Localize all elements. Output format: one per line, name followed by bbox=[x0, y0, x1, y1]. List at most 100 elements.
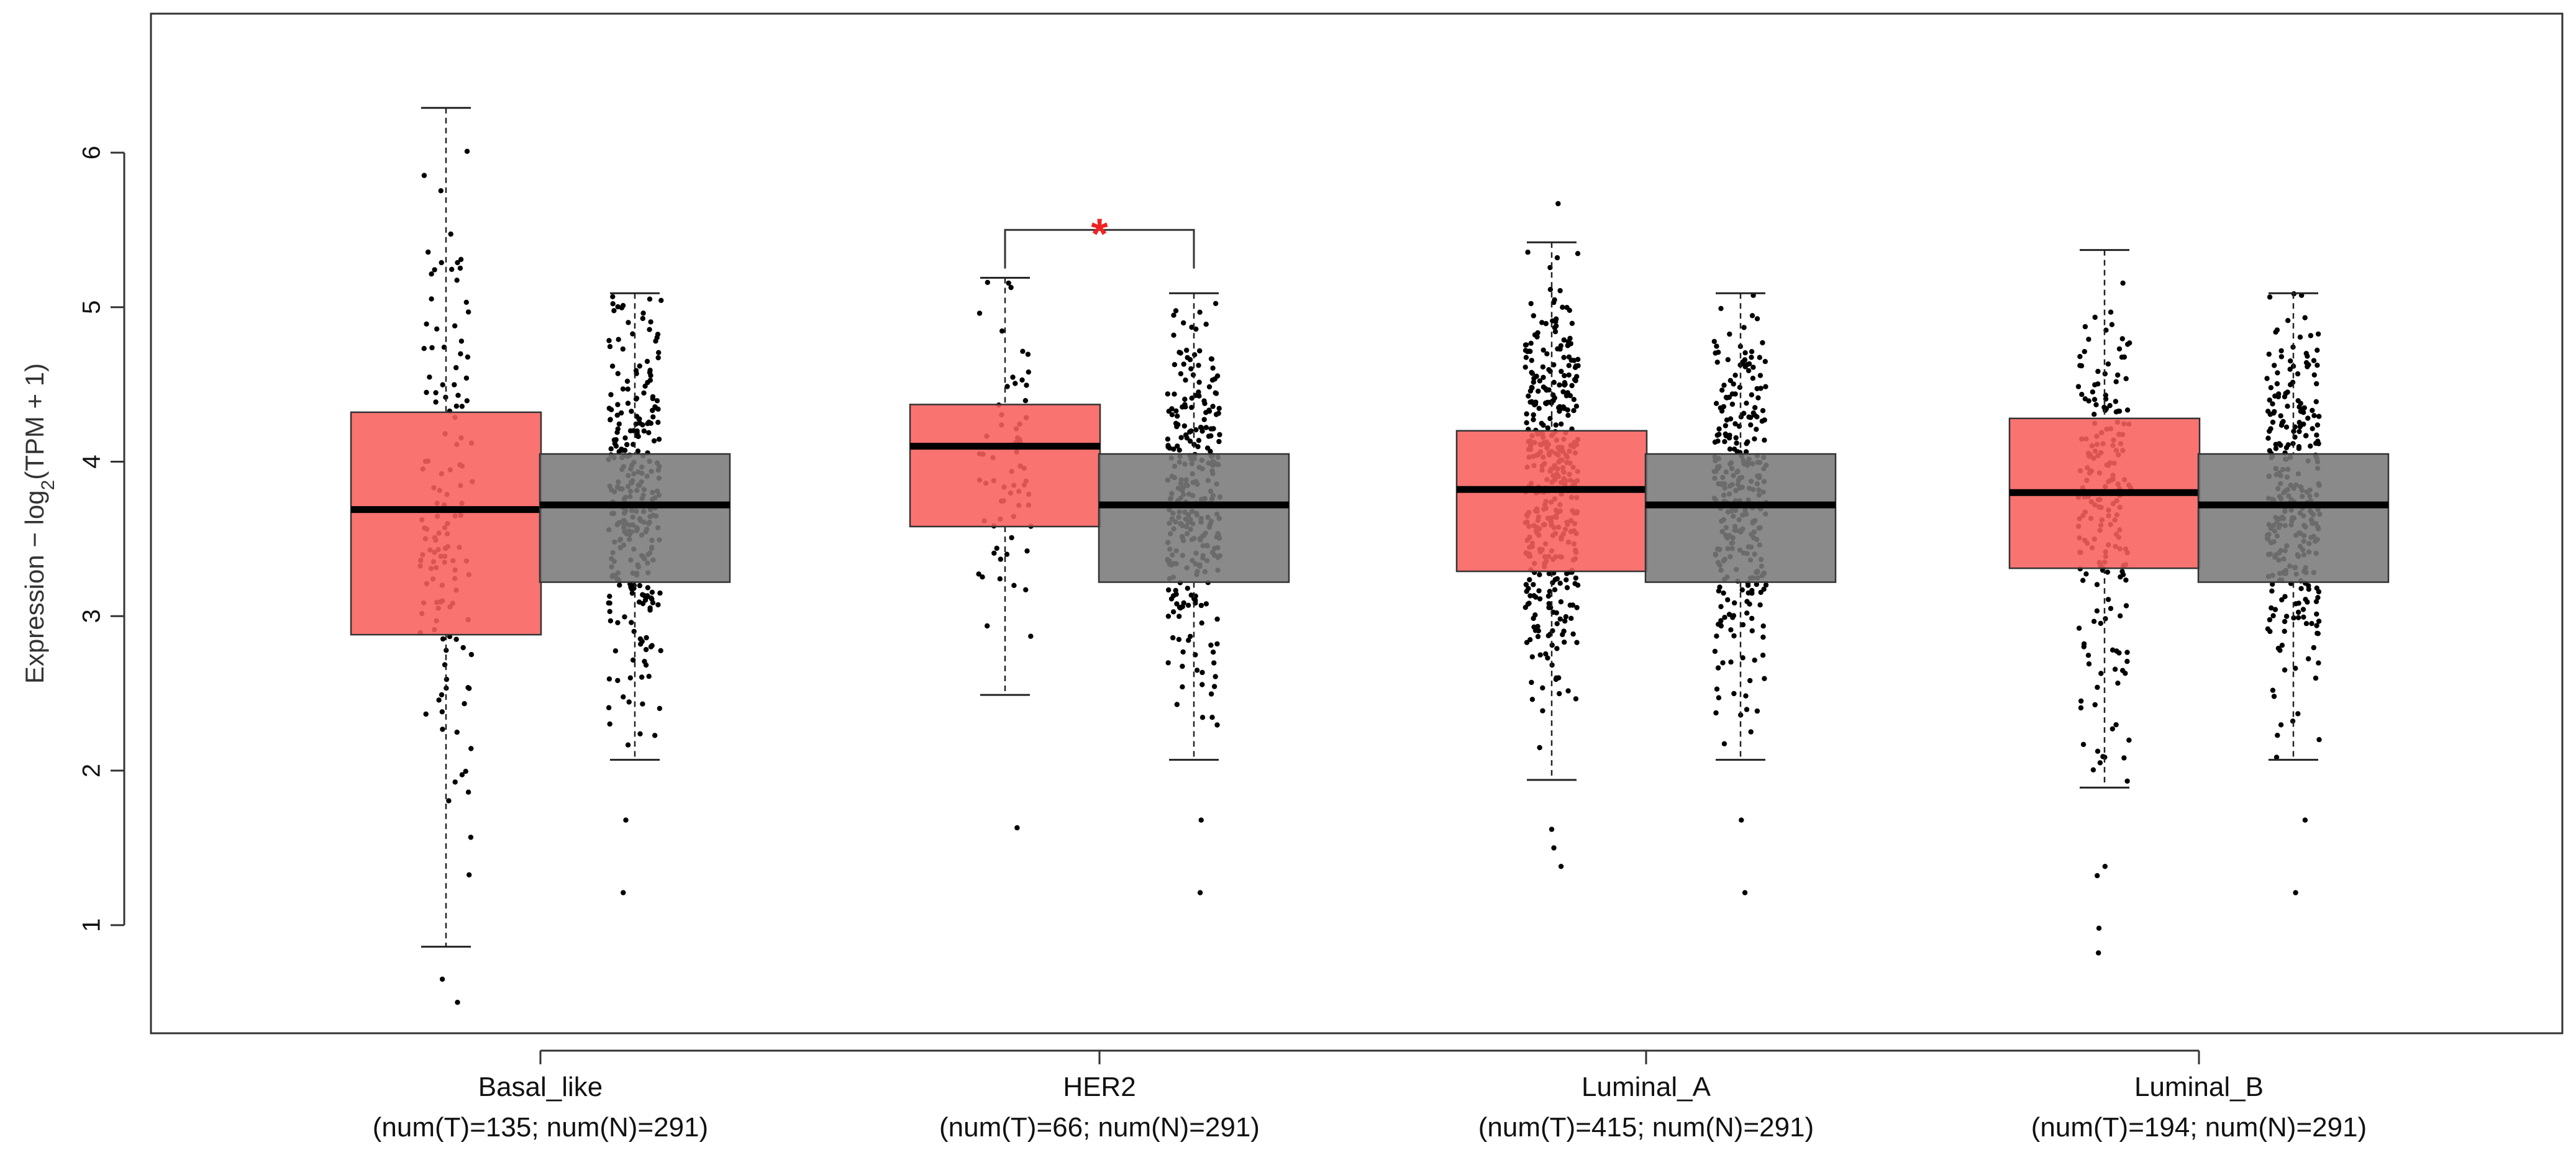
normal-data-point bbox=[1201, 417, 1207, 422]
normal-data-point bbox=[1199, 620, 1204, 626]
tumor-data-point bbox=[1562, 640, 1567, 645]
normal-data-point bbox=[1174, 601, 1180, 607]
normal-data-point bbox=[1173, 420, 1179, 426]
normal-data-point bbox=[637, 582, 643, 589]
tumor-data-point bbox=[2105, 361, 2111, 367]
normal-data-point bbox=[2301, 421, 2306, 427]
tumor-data-point bbox=[438, 188, 444, 194]
category-label: HER2 bbox=[1063, 1072, 1136, 1102]
normal-data-point bbox=[607, 721, 612, 727]
tumor-data-point bbox=[1562, 618, 1568, 624]
normal-data-point bbox=[1712, 439, 1718, 445]
tumor-data-point bbox=[427, 374, 432, 380]
tumor-data-point bbox=[455, 260, 460, 266]
normal-data-point bbox=[1718, 618, 1724, 623]
normal-data-point bbox=[638, 641, 644, 647]
normal-data-point bbox=[1713, 350, 1718, 356]
normal-data-point bbox=[629, 591, 635, 596]
tumor-data-point bbox=[462, 701, 467, 707]
normal-data-point bbox=[1171, 312, 1176, 318]
tumor-data-point bbox=[2124, 658, 2130, 664]
tumor-data-point bbox=[459, 772, 465, 777]
normal-data-point bbox=[606, 405, 612, 411]
normal-data-point bbox=[1721, 590, 1726, 596]
tumor-data-point bbox=[1524, 640, 1530, 645]
normal-data-point bbox=[2285, 404, 2290, 409]
tumor-data-point bbox=[2082, 324, 2088, 330]
normal-data-point bbox=[2295, 609, 2301, 615]
normal-data-point bbox=[1206, 433, 1212, 439]
normal-data-point bbox=[2295, 711, 2301, 717]
normal-data-point bbox=[2314, 363, 2320, 368]
tumor-data-point bbox=[1559, 368, 1564, 374]
normal-data-point bbox=[1198, 602, 1204, 609]
tumor-data-point bbox=[434, 326, 440, 332]
tumor-data-point bbox=[1024, 548, 1030, 554]
tumor-data-point bbox=[1543, 651, 1549, 657]
tumor-data-point bbox=[444, 648, 449, 653]
tumor-data-point bbox=[433, 390, 439, 396]
normal-data-point bbox=[1727, 378, 1733, 383]
normal-data-point bbox=[648, 420, 654, 426]
normal-data-point bbox=[1725, 357, 1731, 363]
normal-data-point bbox=[2285, 442, 2291, 448]
normal-data-point bbox=[1719, 408, 1725, 414]
tumor-outlier-point bbox=[455, 1000, 460, 1005]
normal-data-point bbox=[1731, 613, 1737, 618]
normal-data-point bbox=[1208, 356, 1214, 362]
normal-data-point bbox=[2303, 360, 2310, 366]
tumor-data-point bbox=[1537, 652, 1543, 658]
normal-data-point bbox=[2305, 599, 2310, 605]
normal-data-point bbox=[2271, 694, 2277, 699]
tumor-data-point bbox=[458, 338, 465, 344]
normal-data-point bbox=[1188, 366, 1194, 372]
normal-data-point bbox=[643, 646, 649, 653]
normal-data-point bbox=[625, 386, 630, 392]
tumor-data-point bbox=[1529, 399, 1535, 405]
tumor-data-point bbox=[1557, 616, 1563, 622]
tumor-data-point bbox=[2094, 608, 2100, 613]
normal-data-point bbox=[656, 350, 662, 355]
normal-outlier-point bbox=[623, 817, 629, 823]
normal-data-point bbox=[1168, 596, 1175, 602]
normal-data-point bbox=[1196, 438, 1202, 443]
normal-data-point bbox=[629, 409, 634, 414]
normal-data-point bbox=[650, 394, 656, 400]
normal-data-point bbox=[1181, 361, 1186, 367]
normal-data-point bbox=[2291, 615, 2296, 621]
normal-data-point bbox=[655, 420, 661, 425]
normal-data-point bbox=[624, 441, 630, 448]
normal-data-point bbox=[1185, 586, 1191, 591]
normal-data-point bbox=[620, 386, 626, 392]
axes: 1 2 3 4 5 6 Basal_like (num(T)=135; num(N)=291)… bbox=[78, 146, 2367, 1143]
normal-data-point bbox=[650, 407, 655, 414]
normal-data-point bbox=[1206, 384, 1213, 390]
tumor-data-point bbox=[1554, 316, 1559, 322]
tumor-data-point bbox=[985, 279, 991, 285]
normal-data-point bbox=[2303, 621, 2310, 627]
normal-data-point bbox=[1742, 350, 1748, 356]
tumor-data-point bbox=[2109, 726, 2115, 732]
tumor-data-point bbox=[424, 321, 429, 327]
normal-data-point bbox=[1763, 384, 1768, 389]
normal-data-point bbox=[1713, 710, 1719, 716]
tumor-data-point bbox=[2082, 349, 2087, 355]
normal-data-point bbox=[1173, 591, 1179, 597]
normal-data-point bbox=[2283, 613, 2290, 619]
tumor-data-point bbox=[1552, 328, 1559, 335]
normal-data-point bbox=[622, 614, 627, 620]
tumor-data-point bbox=[1529, 369, 1534, 375]
normal-data-point bbox=[655, 602, 661, 608]
tumor-data-point bbox=[1571, 408, 1577, 414]
normal-data-point bbox=[624, 378, 630, 384]
normal-data-point bbox=[2313, 599, 2319, 604]
tumor-data-point bbox=[2085, 653, 2091, 658]
normal-data-point bbox=[1729, 391, 1736, 397]
y-tick-label: 3 bbox=[78, 609, 106, 623]
normal-data-point bbox=[1213, 674, 1218, 679]
tumor-data-point bbox=[1572, 364, 1578, 370]
tumor-data-point bbox=[1564, 305, 1570, 310]
normal-data-point bbox=[641, 428, 647, 434]
normal-data-point bbox=[1716, 695, 1722, 700]
